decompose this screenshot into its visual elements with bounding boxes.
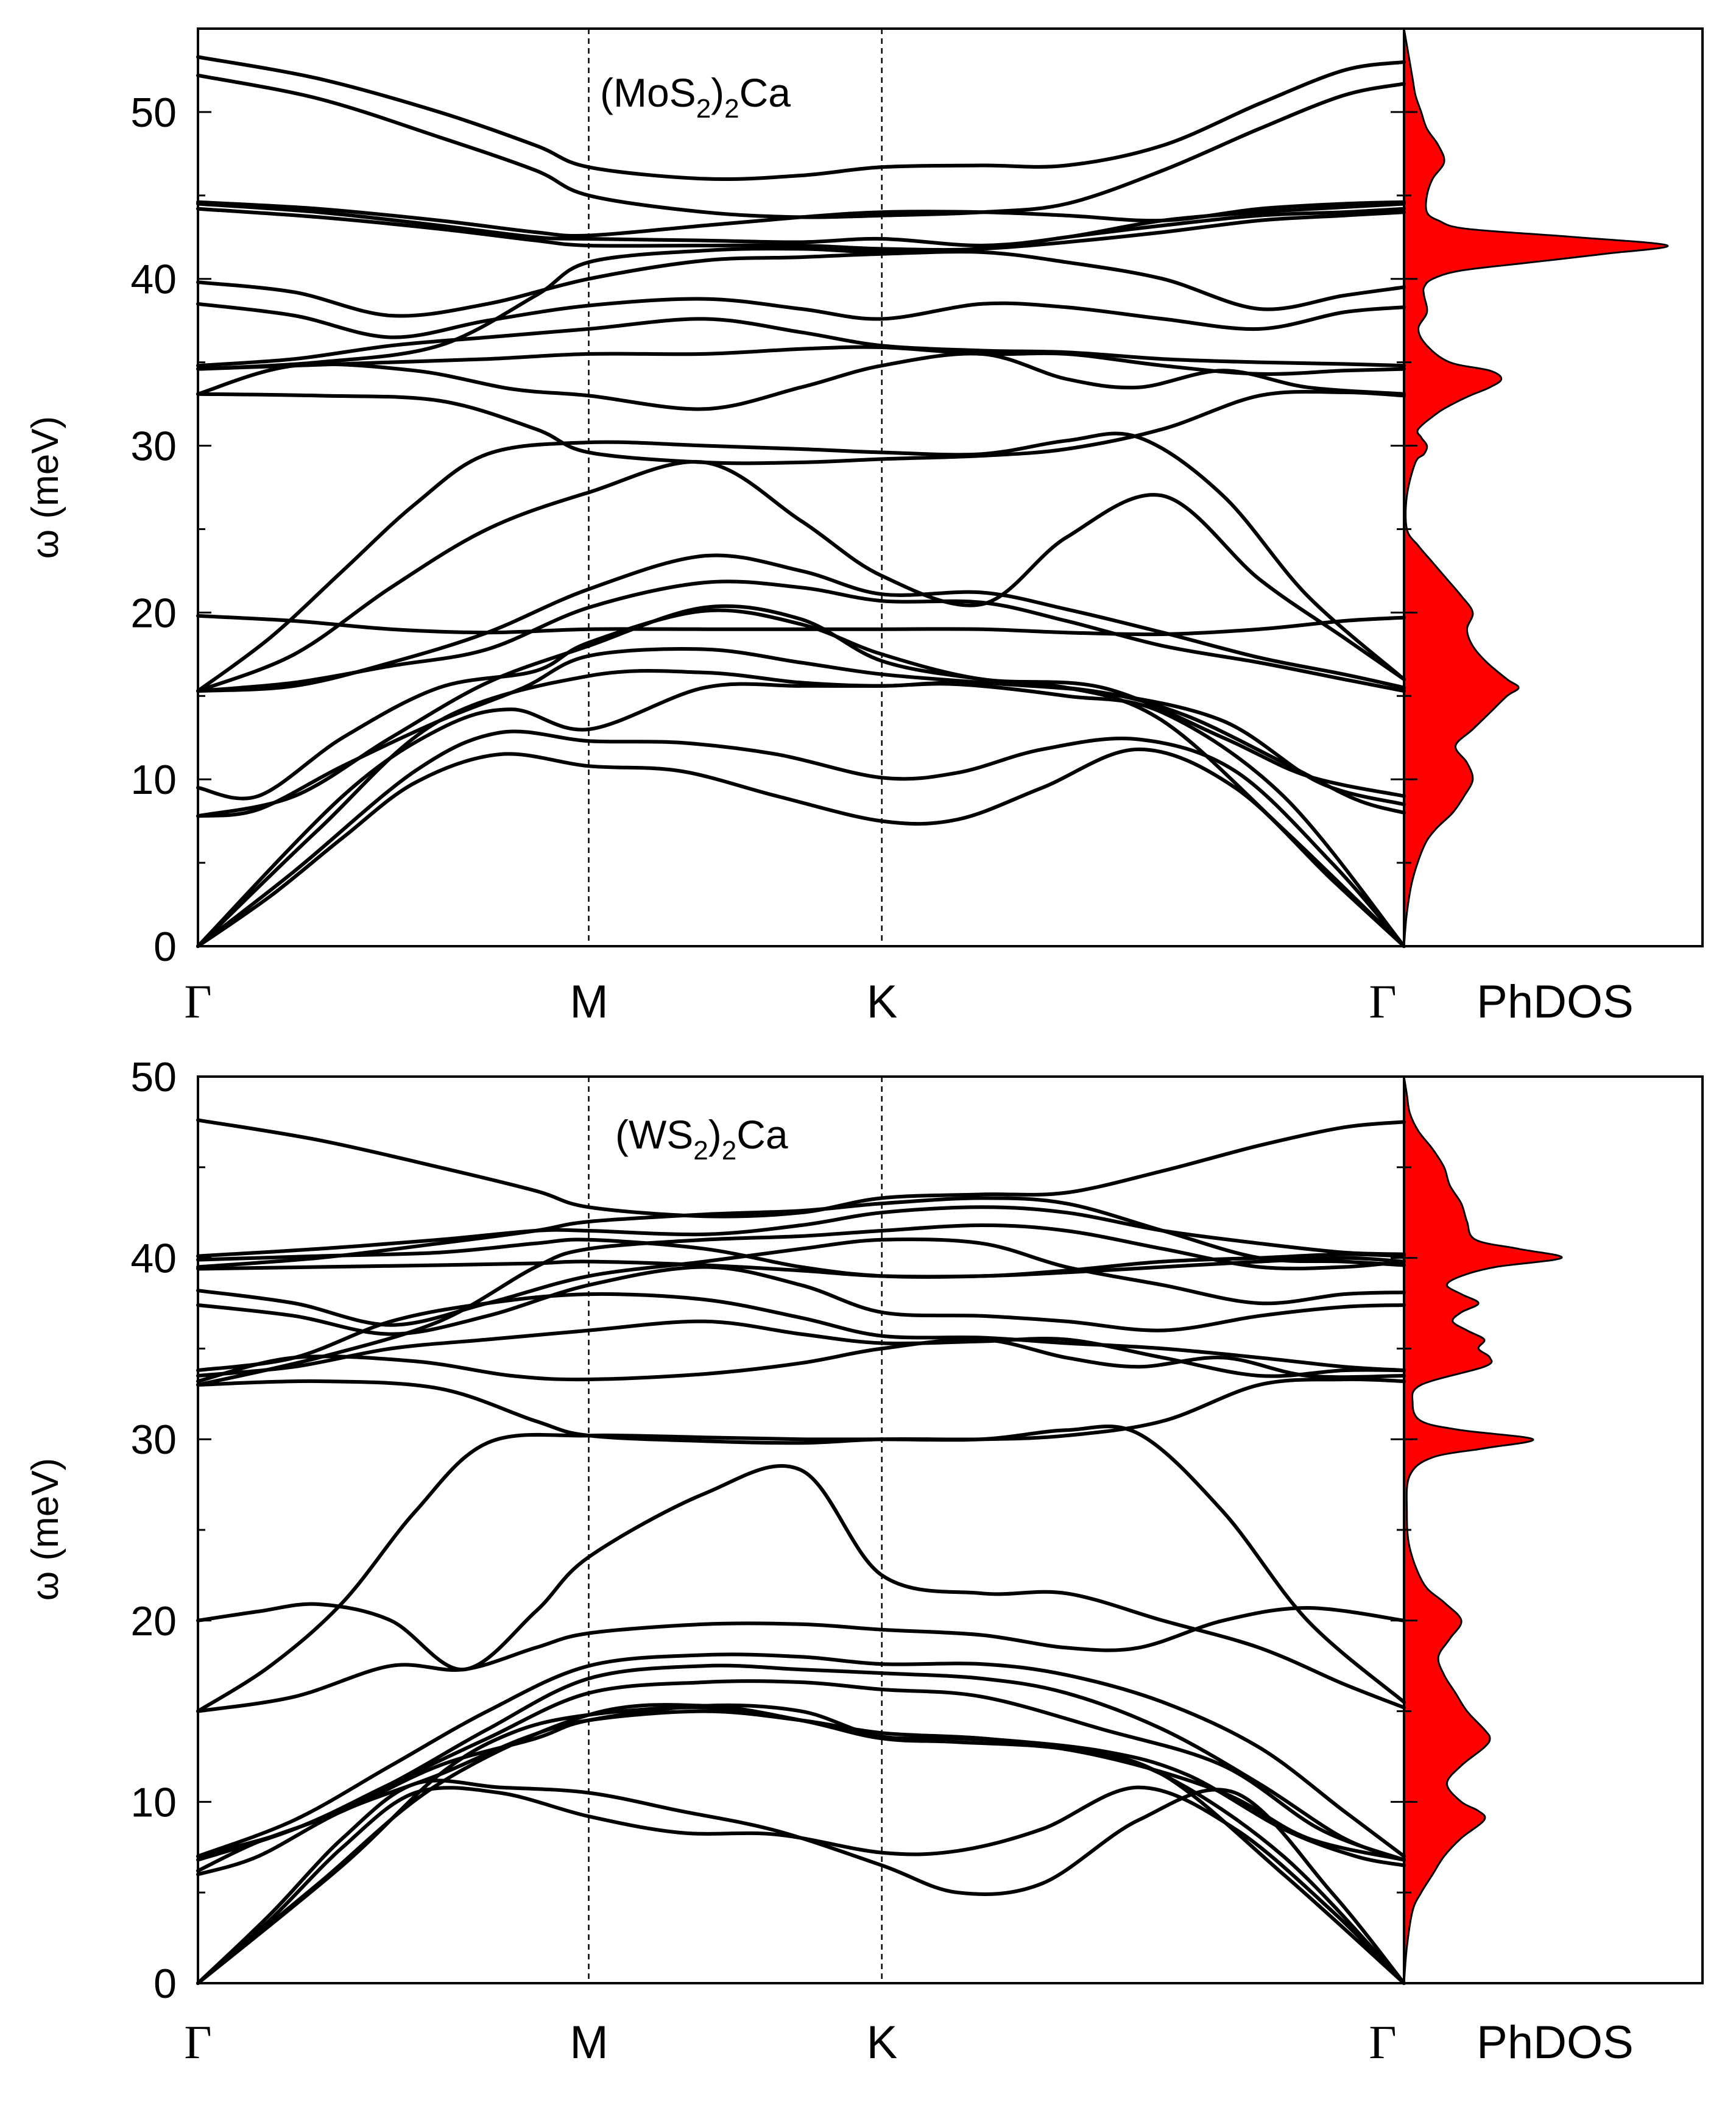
- y-tick-label: 10: [130, 757, 177, 803]
- kpoint-label-gamma-start: Γ: [184, 2015, 211, 2068]
- phonon-band-20: [196, 207, 1406, 252]
- panel-title: (WS2)2Ca: [615, 1112, 788, 1166]
- y-tick-label: 50: [130, 1054, 177, 1100]
- y-tick-label: 0: [153, 1961, 177, 2007]
- phonon-band-24: [196, 55, 1406, 182]
- phonon-band-16: [196, 1292, 1406, 1373]
- phonon-band-4: [196, 682, 1406, 948]
- phonon-band-23: [196, 73, 1406, 219]
- dos-curve: [1403, 28, 1669, 947]
- phonon-band-4: [196, 1705, 1406, 1985]
- phonon-band-17: [196, 297, 1406, 339]
- title-formula-subscript: 2: [693, 1136, 708, 1166]
- y-tick-label: 50: [130, 90, 177, 136]
- title-formula-open: (MoS: [600, 70, 696, 115]
- phonon-band-1: [196, 747, 1406, 948]
- title-formula-subscript: 2: [696, 94, 711, 124]
- title-formula-tail: Ca: [739, 70, 791, 115]
- y-tick-label: 40: [130, 1236, 177, 1282]
- phonon-band-15: [196, 1319, 1406, 1378]
- title-formula-subscript-2: 2: [724, 94, 739, 124]
- panel-title: (MoS2)2Ca: [600, 70, 791, 124]
- y-tick-label: 20: [130, 1598, 177, 1644]
- phonon-band-11: [196, 459, 1406, 693]
- title-formula-tail: Ca: [736, 1112, 788, 1157]
- phonon-band-10: [196, 614, 1406, 637]
- phonon-band-6: [196, 608, 1406, 801]
- title-formula-open: (WS: [615, 1112, 693, 1157]
- dos-axis-label: PhDOS: [1477, 2017, 1634, 2068]
- phonon-band-1: [196, 1785, 1406, 1985]
- kpoint-label-m: M: [570, 2017, 608, 2068]
- phonon-band-15: [196, 345, 1406, 377]
- phonon-band-13: [196, 389, 1406, 465]
- y-tick-label: 40: [130, 257, 177, 303]
- phonon-band-19: [196, 1223, 1406, 1387]
- kpoint-label-k: K: [867, 976, 898, 1028]
- phonon-band-9: [196, 553, 1406, 693]
- phonon-band-21: [196, 1237, 1406, 1279]
- title-formula-close: ): [711, 70, 724, 115]
- kpoint-label-gamma-start: Γ: [184, 975, 211, 1028]
- phonon-band-6: [196, 1703, 1406, 1873]
- y-axis-label: ω (meV): [24, 1458, 66, 1601]
- phonon-band-7: [196, 604, 1406, 818]
- phonon-band-2: [196, 1778, 1406, 1985]
- phonon-band-18: [196, 1237, 1406, 1327]
- dos-plot-frame: [1403, 27, 1704, 947]
- y-tick-label: 0: [153, 924, 177, 970]
- phonon-band-18: [196, 250, 1406, 318]
- phonon-band-12: [196, 1424, 1406, 1713]
- title-formula-close: ): [708, 1112, 722, 1157]
- phonon-band-16: [196, 317, 1406, 368]
- kpoint-label-k: K: [867, 2017, 898, 2068]
- phonon-band-2: [196, 729, 1406, 948]
- kpoint-label-gamma-end: Γ: [1369, 2015, 1396, 2068]
- phonon-band-12: [196, 431, 1406, 693]
- kpoint-label-m: M: [570, 976, 608, 1028]
- phonon-band-24: [196, 1118, 1406, 1219]
- phonon-band-19: [196, 210, 1406, 371]
- dos-axis-label: PhDOS: [1477, 976, 1634, 1028]
- phonon-band-20: [196, 1256, 1406, 1279]
- y-tick-label: 20: [130, 590, 177, 636]
- y-axis-label: ω (meV): [24, 416, 66, 559]
- phonon-band-13: [196, 1377, 1406, 1445]
- dos-curve: [1403, 1076, 1563, 1984]
- phonon-band-14: [196, 1337, 1406, 1383]
- title-formula-subscript-2: 2: [722, 1136, 736, 1166]
- kpoint-label-gamma-end: Γ: [1369, 975, 1396, 1028]
- phonon-band-5: [196, 647, 1406, 818]
- y-tick-label: 30: [130, 423, 177, 470]
- phonon-band-8: [196, 579, 1406, 693]
- y-tick-label: 30: [130, 1417, 177, 1463]
- phonon-band-3: [196, 1703, 1406, 1985]
- phonon-band-11: [196, 1463, 1406, 1710]
- phonon-band-9: [196, 1652, 1406, 1858]
- phonon-band-22: [196, 1205, 1406, 1258]
- phonon-band-10: [196, 1606, 1406, 1713]
- phonon-band-8: [196, 1663, 1406, 1862]
- phonon-band-17: [196, 1265, 1406, 1336]
- phonon-band-23: [196, 1196, 1406, 1269]
- y-tick-label: 10: [130, 1779, 177, 1825]
